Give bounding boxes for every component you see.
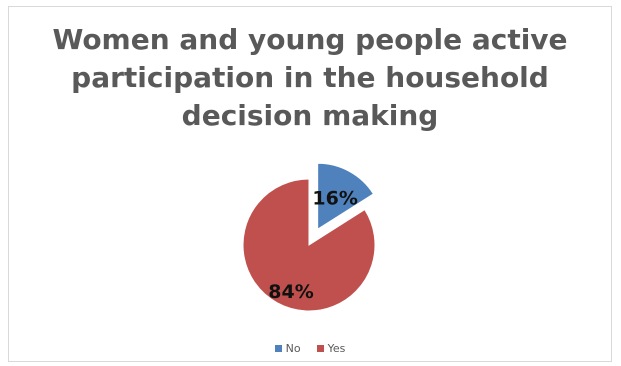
pie-slice-no bbox=[317, 162, 375, 231]
legend-swatch-yes bbox=[316, 345, 324, 352]
pie-slice-yes bbox=[242, 178, 376, 312]
legend-swatch-no bbox=[274, 345, 282, 352]
legend-label-yes: Yes bbox=[327, 342, 346, 355]
chart-title: Women and young people active participat… bbox=[52, 23, 568, 132]
legend-item-no: No bbox=[274, 342, 301, 355]
chart-legend: No Yes bbox=[9, 342, 611, 355]
legend-item-yes: Yes bbox=[316, 342, 346, 355]
data-label-no: 16% bbox=[312, 187, 357, 209]
legend-label-no: No bbox=[285, 342, 301, 355]
data-label-yes: 84% bbox=[268, 281, 313, 303]
chart-area: Women and young people active participat… bbox=[8, 6, 612, 362]
pie-chart: 16% 84% bbox=[242, 162, 376, 312]
